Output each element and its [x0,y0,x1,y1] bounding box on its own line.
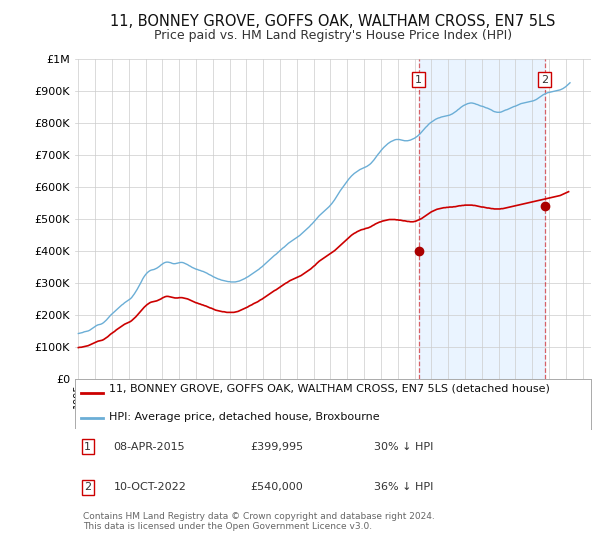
Text: 30% ↓ HPI: 30% ↓ HPI [374,442,434,452]
Text: £540,000: £540,000 [250,482,303,492]
Text: 1: 1 [84,442,91,452]
Text: Price paid vs. HM Land Registry's House Price Index (HPI): Price paid vs. HM Land Registry's House … [154,29,512,42]
Text: 2: 2 [84,482,91,492]
Text: 1: 1 [415,74,422,85]
Text: HPI: Average price, detached house, Broxbourne: HPI: Average price, detached house, Brox… [109,412,379,422]
Text: 10-OCT-2022: 10-OCT-2022 [114,482,187,492]
Text: £399,995: £399,995 [250,442,304,452]
Text: 11, BONNEY GROVE, GOFFS OAK, WALTHAM CROSS, EN7 5LS: 11, BONNEY GROVE, GOFFS OAK, WALTHAM CRO… [110,14,556,29]
Text: Contains HM Land Registry data © Crown copyright and database right 2024.
This d: Contains HM Land Registry data © Crown c… [83,512,434,531]
Bar [419,59,545,379]
Text: 36% ↓ HPI: 36% ↓ HPI [374,482,434,492]
Text: 2: 2 [541,74,548,85]
Text: 11, BONNEY GROVE, GOFFS OAK, WALTHAM CROSS, EN7 5LS (detached house): 11, BONNEY GROVE, GOFFS OAK, WALTHAM CRO… [109,384,550,394]
Text: 08-APR-2015: 08-APR-2015 [114,442,185,452]
